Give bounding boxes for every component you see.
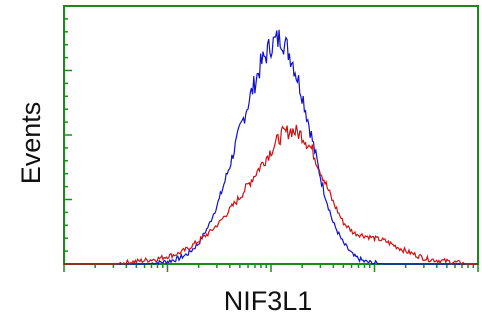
series-line-1 — [64, 29, 478, 266]
axis-ticks — [63, 5, 479, 272]
series-layer — [64, 29, 478, 266]
plot-frame — [63, 5, 479, 265]
x-axis-title: NIF3L1 — [224, 286, 313, 316]
series-line-2 — [64, 124, 478, 265]
y-axis-title: Events — [16, 102, 46, 185]
